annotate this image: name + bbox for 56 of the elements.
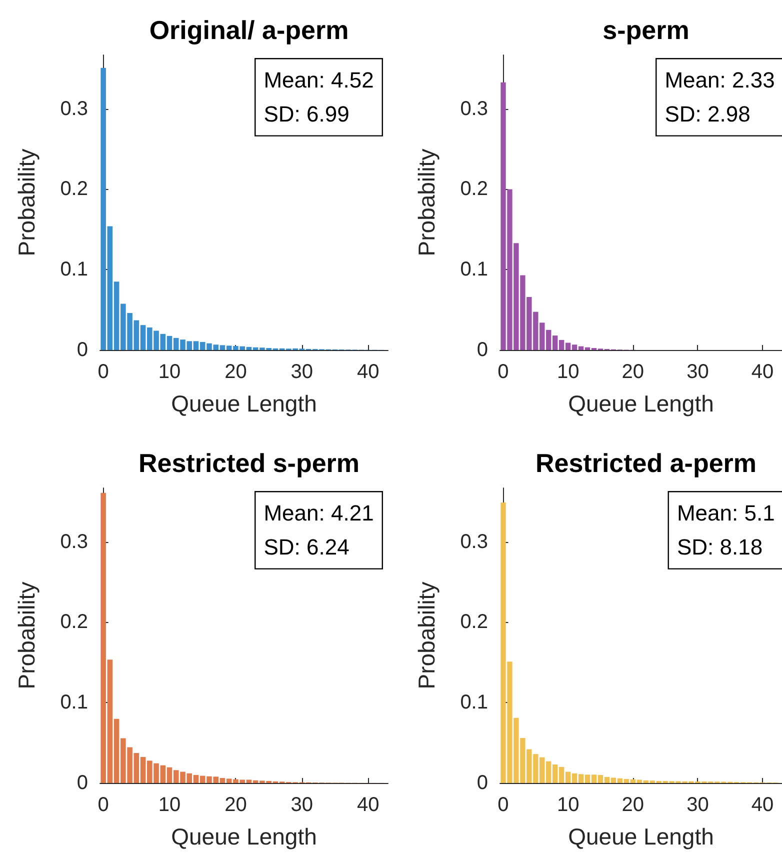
y-tick-label: 0.1 <box>460 692 488 714</box>
y-axis-title: Probability <box>414 148 440 256</box>
x-tick-label: 0 <box>98 794 109 816</box>
y-tick-label: 0.1 <box>60 692 88 714</box>
x-tick-label: 40 <box>357 794 380 816</box>
annotation: Mean: 5.1 <box>676 500 775 526</box>
annotation: Mean: 4.21 <box>264 500 374 526</box>
x-tick-label: 30 <box>290 794 314 816</box>
annotation: Mean: 4.52 <box>264 68 374 93</box>
x-tick-label: 10 <box>158 361 181 383</box>
x-tick-label: 40 <box>357 361 380 383</box>
y-tick-label: 0.3 <box>460 98 488 120</box>
x-axis-title: Queue Length <box>568 824 714 850</box>
y-tick-label: 0.3 <box>460 530 488 553</box>
y-tick-label: 0.2 <box>60 178 88 200</box>
y-tick-label: 0 <box>76 339 88 361</box>
x-tick-label: 0 <box>498 361 509 383</box>
x-axis-title: Queue Length <box>568 390 714 416</box>
x-tick-label: 30 <box>686 361 709 383</box>
y-tick-label: 0.2 <box>460 611 488 634</box>
x-tick-label: 10 <box>556 361 580 383</box>
y-axis-title: Probability <box>414 581 440 690</box>
annotation: SD: 2.98 <box>664 102 750 127</box>
x-tick-label: 0 <box>98 361 109 383</box>
x-tick-label: 20 <box>224 794 247 816</box>
y-tick-label: 0.3 <box>60 530 88 553</box>
y-tick-label: 0 <box>476 772 488 794</box>
y-tick-label: 0 <box>76 772 88 794</box>
x-tick-label: 10 <box>158 794 181 816</box>
x-tick-label: 10 <box>556 794 580 816</box>
annotation: Mean: 2.33 <box>664 68 775 93</box>
chart-title: Restricted s-perm <box>138 448 360 478</box>
annotation: SD: 6.24 <box>264 534 350 560</box>
annotation: SD: 8.18 <box>676 534 763 560</box>
annotation: SD: 6.99 <box>264 102 350 127</box>
x-tick-label: 30 <box>290 361 314 383</box>
chart-title: s-perm <box>602 15 690 45</box>
y-tick-label: 0.2 <box>460 178 488 200</box>
chart-title: Original/ a-perm <box>149 15 349 45</box>
chart-title: Restricted a-perm <box>535 448 757 478</box>
x-tick-label: 20 <box>622 361 644 383</box>
x-tick-label: 0 <box>498 794 509 816</box>
x-tick-label: 40 <box>751 361 774 383</box>
y-tick-label: 0 <box>476 339 488 361</box>
x-tick-label: 20 <box>224 361 247 383</box>
x-tick-label: 30 <box>686 794 709 816</box>
x-tick-label: 40 <box>751 794 774 816</box>
x-axis-title: Queue Length <box>171 390 317 416</box>
y-tick-label: 0.1 <box>460 258 488 281</box>
x-axis-title: Queue Length <box>171 824 317 850</box>
y-tick-label: 0.1 <box>60 258 88 281</box>
y-tick-label: 0.3 <box>60 98 88 120</box>
y-tick-label: 0.2 <box>60 611 88 634</box>
y-axis-title: Probability <box>14 148 40 256</box>
x-tick-label: 20 <box>622 794 644 816</box>
y-axis-title: Probability <box>14 581 40 690</box>
